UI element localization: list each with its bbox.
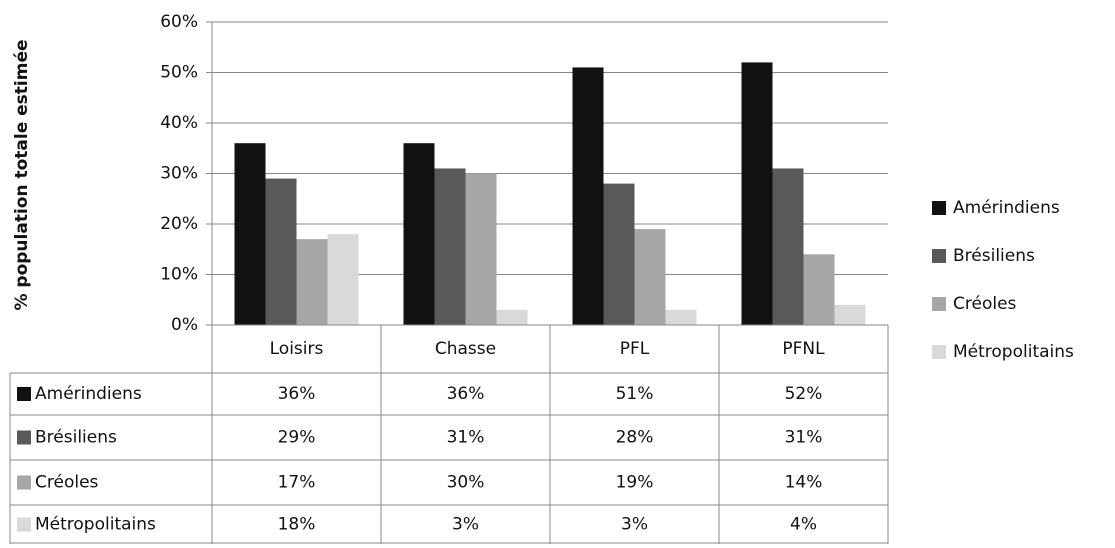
table-value: 28% [616, 428, 654, 448]
table-legend-key [17, 517, 31, 532]
bar [434, 168, 466, 325]
table-value: 14% [785, 473, 823, 493]
category-label: Chasse [435, 339, 496, 359]
bar [327, 234, 359, 325]
y-tick-label: 60% [160, 12, 198, 32]
legend-key [932, 249, 946, 263]
table-legend-key [17, 430, 31, 445]
bar [572, 67, 604, 325]
bar [234, 143, 266, 325]
table-value: 30% [447, 473, 485, 493]
legend-label: Métropolitains [953, 342, 1074, 362]
table-row-label: Amérindiens [35, 384, 142, 404]
table-row-label: Métropolitains [35, 515, 156, 535]
table-value: 18% [278, 515, 316, 535]
y-tick-label: 30% [160, 164, 198, 184]
legend-key [932, 345, 946, 359]
bar [803, 254, 835, 325]
table-value: 3% [621, 515, 648, 535]
category-label: PFNL [782, 339, 825, 359]
y-tick-label: 0% [171, 315, 198, 335]
table-value: 19% [616, 473, 654, 493]
table-row-label: Brésiliens [35, 428, 117, 448]
table-legend-key [17, 475, 31, 490]
y-axis-title: % population totale estimée [12, 39, 32, 310]
bar [665, 309, 697, 325]
y-tick-label: 40% [160, 113, 198, 133]
bar [603, 183, 635, 325]
table-value: 4% [790, 515, 817, 535]
table-row-label: Créoles [35, 473, 99, 493]
table-value: 51% [616, 384, 654, 404]
y-tick-label: 50% [160, 63, 198, 83]
table-value: 3% [452, 515, 479, 535]
legend-label: Créoles [953, 294, 1017, 314]
bar [741, 62, 773, 326]
y-tick-label: 10% [160, 265, 198, 285]
category-label: Loisirs [270, 339, 324, 359]
legend-label: Brésiliens [953, 246, 1035, 266]
table-legend-key [17, 387, 31, 401]
table-value: 17% [278, 473, 316, 493]
bar [465, 173, 497, 325]
bar [834, 304, 866, 325]
bar [772, 168, 804, 325]
y-tick-label: 20% [160, 214, 198, 234]
bar [403, 143, 435, 325]
table-value: 52% [785, 384, 823, 404]
bar [496, 309, 528, 325]
legend-label: Amérindiens [953, 198, 1060, 218]
bar [634, 229, 666, 325]
bar [265, 178, 297, 325]
legend-key [932, 201, 946, 215]
table-value: 31% [447, 428, 485, 448]
table-value: 29% [278, 428, 316, 448]
table-value: 31% [785, 428, 823, 448]
table-value: 36% [278, 384, 316, 404]
table-value: 36% [447, 384, 485, 404]
bar [296, 239, 328, 325]
category-label: PFL [620, 339, 650, 359]
legend-key [932, 297, 946, 311]
